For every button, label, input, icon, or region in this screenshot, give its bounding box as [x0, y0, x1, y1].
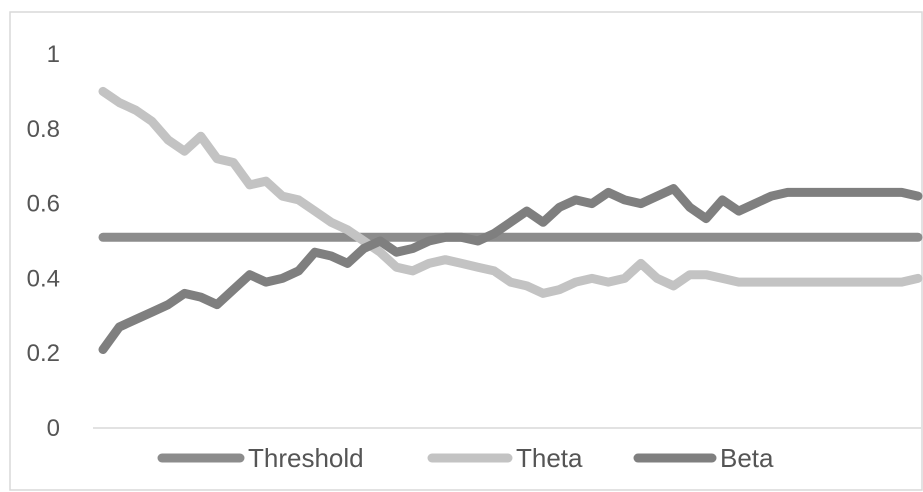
- y-tick-label: 1: [47, 41, 60, 68]
- legend-label-theta: Theta: [516, 443, 583, 473]
- y-tick-label: 0.6: [27, 191, 60, 218]
- axis-layer: 0 0.2 0.4 0.6 0.8 1: [27, 41, 921, 442]
- y-tick-label: 0.4: [27, 265, 60, 292]
- legend: Threshold Theta Beta: [157, 443, 774, 473]
- chart-border: [9, 11, 923, 491]
- y-tick-label: 0.8: [27, 116, 60, 143]
- legend-label-threshold: Threshold: [248, 443, 364, 473]
- series-line-theta: [98, 86, 923, 298]
- y-tick-label: 0: [47, 415, 60, 442]
- legend-label-beta: Beta: [720, 443, 774, 473]
- series-line-beta: [98, 184, 923, 354]
- series-layer: [98, 86, 923, 354]
- y-tick-label: 0.2: [27, 340, 60, 367]
